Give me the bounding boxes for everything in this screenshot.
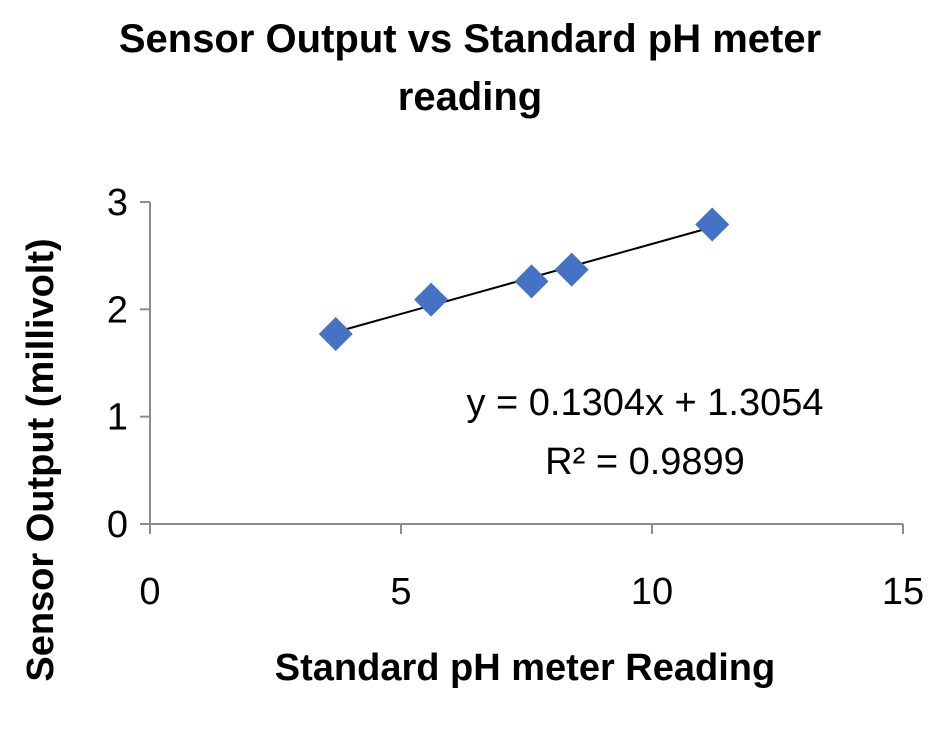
y-tick-label: 0	[107, 504, 128, 546]
data-points	[318, 207, 730, 352]
y-tick-label: 3	[107, 182, 128, 224]
x-tick-label: 15	[882, 571, 924, 613]
axes	[140, 201, 904, 534]
y-axis-title: Sensor Output (millivolt)	[20, 238, 62, 681]
chart-title-line-2: reading	[398, 75, 542, 119]
x-axis-title: Standard pH meter Reading	[275, 647, 775, 689]
trendline-r-squared: R² = 0.9899	[545, 441, 745, 483]
x-tick-label: 0	[139, 571, 160, 613]
data-point-marker	[514, 264, 549, 299]
tick-labels: 0 5 10 15 0 1 2 3	[107, 182, 924, 613]
y-tick-label: 2	[107, 289, 128, 331]
y-tick-label: 1	[107, 397, 128, 439]
data-point-marker	[414, 282, 449, 317]
data-point-marker	[554, 252, 589, 287]
trendline-equation: y = 0.1304x + 1.3054	[466, 382, 823, 424]
chart-title-line-1: Sensor Output vs Standard pH meter	[119, 17, 821, 61]
x-tick-label: 10	[631, 571, 673, 613]
x-tick-label: 5	[390, 571, 411, 613]
data-point-marker	[695, 207, 730, 242]
data-point-marker	[318, 317, 353, 352]
